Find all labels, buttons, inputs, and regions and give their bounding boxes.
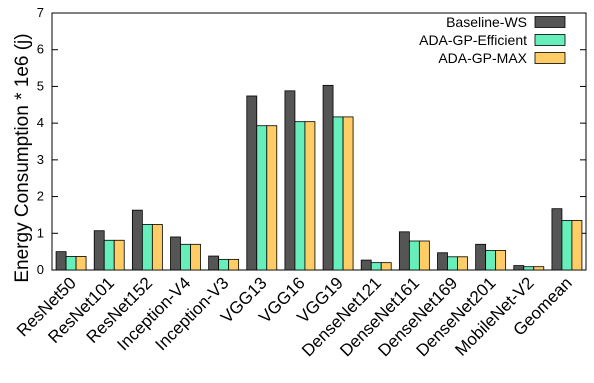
bar-ada-gp-max	[304, 121, 316, 271]
bar-ada-gp-max	[113, 239, 125, 271]
bar-baseline-ws	[55, 251, 67, 271]
bar-ada-gp-max	[418, 240, 430, 271]
bar-ada-gp-efficient	[561, 220, 573, 271]
bar-baseline-ws	[437, 252, 448, 271]
bar-ada-gp-efficient	[141, 224, 153, 271]
bar-ada-gp-efficient	[218, 258, 230, 271]
plot-area: 01234567ResNet50ResNet101ResNet152Incept…	[13, 5, 587, 360]
bar-ada-gp-efficient	[523, 266, 535, 271]
plot-frame	[51, 12, 587, 271]
bar-baseline-ws	[246, 95, 258, 271]
bar-baseline-ws	[513, 265, 525, 271]
bar-baseline-ws	[360, 259, 372, 271]
bar-ada-gp-efficient	[370, 262, 382, 271]
bar-ada-gp-max	[228, 258, 240, 271]
bar-ada-gp-efficient	[256, 125, 268, 271]
legend-swatch	[534, 52, 566, 64]
bar-baseline-ws	[551, 208, 563, 271]
bar-ada-gp-efficient	[65, 256, 77, 271]
legend-label: ADA-GP-MAX	[438, 50, 527, 66]
legend-swatch	[534, 34, 566, 46]
bar-baseline-ws	[93, 230, 105, 271]
legend-label: Baseline-WS	[446, 14, 527, 30]
bar-baseline-ws	[284, 90, 296, 271]
bar-ada-gp-max	[533, 266, 545, 271]
y-tick-label: 0	[37, 262, 44, 277]
bar-ada-gp-efficient	[332, 116, 344, 271]
legend-swatch	[534, 16, 566, 28]
bar-ada-gp-max	[266, 125, 278, 271]
bar-ada-gp-max	[495, 250, 507, 271]
bar-ada-gp-max	[380, 262, 392, 271]
y-tick-label: 6	[37, 42, 44, 57]
bar-ada-gp-efficient	[485, 250, 497, 271]
y-tick-label: 7	[37, 5, 44, 20]
bar-ada-gp-max	[342, 116, 354, 271]
bar-ada-gp-max	[457, 256, 468, 271]
y-tick-label: 1	[37, 225, 44, 240]
y-tick-label: 2	[37, 189, 44, 204]
y-tick-label: 3	[37, 152, 44, 167]
bar-ada-gp-max	[571, 220, 583, 271]
bar-ada-gp-efficient	[447, 256, 458, 271]
bar-ada-gp-efficient	[408, 240, 420, 271]
bar-ada-gp-efficient	[103, 239, 115, 271]
bar-ada-gp-efficient	[294, 121, 306, 271]
legend-label: ADA-GP-Efficient	[419, 32, 527, 48]
bar-ada-gp-max	[190, 243, 201, 271]
y-tick-label: 4	[37, 115, 44, 130]
bar-baseline-ws	[208, 255, 220, 271]
bar-baseline-ws	[322, 84, 334, 271]
bar-baseline-ws	[131, 209, 143, 271]
bar-ada-gp-max	[75, 256, 87, 271]
bar-ada-gp-max	[151, 224, 163, 271]
bar-ada-gp-efficient	[180, 243, 191, 271]
bar-baseline-ws	[170, 236, 181, 271]
y-tick-label: 5	[37, 78, 44, 93]
bar-baseline-ws	[475, 243, 487, 271]
bar-baseline-ws	[398, 231, 410, 271]
y-axis-title: Energy Consumption * 1e6 (j)	[12, 33, 33, 282]
